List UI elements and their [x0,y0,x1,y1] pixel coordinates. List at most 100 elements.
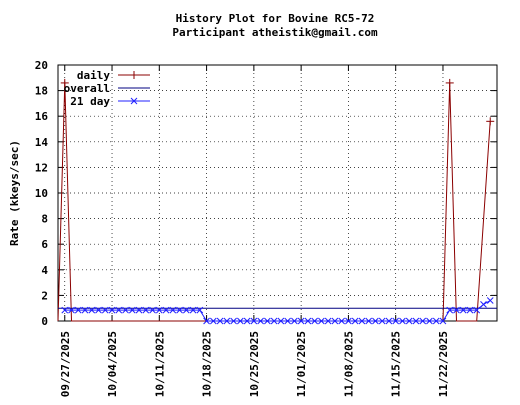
data-point-x [115,306,123,314]
data-point-x [432,317,440,325]
x-tick-label: 11/15/2025 [390,331,403,397]
data-point-x [459,306,467,314]
data-point-plus [486,117,495,126]
data-point-x [128,306,136,314]
data-point-x [372,317,379,325]
data-point-x [203,317,210,325]
data-point-x [81,306,89,314]
data-point-x [189,306,197,314]
chart-title: History Plot for Bovine RC5-72 [176,12,375,25]
data-point-x [358,317,366,325]
data-point-x [392,317,400,325]
data-point-x [176,306,183,314]
data-point-x [257,317,264,325]
series-daily [57,78,495,322]
x-tick-label: 10/18/2025 [201,331,214,397]
data-point-x [311,317,318,325]
series-21-day [61,297,494,325]
data-point-x [196,306,204,314]
data-point-x [149,306,156,314]
data-point-x [95,306,102,314]
data-point-x [61,306,69,314]
y-tick-label: 14 [35,136,49,149]
series-line [57,82,491,322]
legend-label: overall [64,82,110,95]
chart-subtitle: Participant atheistik@gmail.com [172,26,378,39]
data-point-x [162,306,170,314]
y-tick-label: 10 [35,187,48,200]
data-point-x [480,301,487,308]
data-point-x [351,317,359,325]
plot-frame [57,64,498,322]
data-point-x [446,306,454,314]
data-point-x [419,317,427,325]
data-point-x [209,317,217,325]
data-point-x [155,306,163,314]
data-point-x [378,317,386,325]
x-tick-label: 10/25/2025 [248,331,261,397]
data-point-x [108,306,116,314]
data-point-x [365,317,373,325]
data-point-x [338,317,346,325]
y-tick-label: 6 [41,238,48,251]
x-tick-label: 11/08/2025 [342,331,355,397]
series-line [64,300,491,322]
series [57,78,497,325]
data-point-x [101,306,109,314]
data-point-x [412,317,420,325]
data-point-x [250,317,258,325]
data-point-x [230,317,237,325]
data-point-x [142,306,150,314]
legend-label: daily [77,69,110,82]
data-point-x [466,306,474,314]
y-tick-label: 8 [41,213,48,226]
data-point-x [304,317,312,325]
data-point-plus [445,78,454,87]
y-tick-label: 2 [41,289,48,302]
y-tick-label: 18 [35,85,48,98]
data-point-x [264,317,271,325]
legend-label: 21 day [70,95,110,108]
data-point-x [182,306,190,314]
data-point-x [88,306,96,314]
data-point-x [405,317,413,325]
data-point-x [426,317,433,325]
x-tick-label: 09/27/2025 [59,331,72,397]
data-point-x [243,317,251,325]
data-point-x [345,317,352,325]
data-point-plus [60,78,69,87]
data-point-x [331,317,339,325]
data-point-x [385,317,393,325]
data-point-x [169,306,177,314]
data-point-x [284,317,291,325]
data-point-x [270,317,278,325]
data-point-x [237,317,244,325]
y-tick-label: 20 [35,59,48,72]
data-point-x [453,306,460,314]
axes: 0 2 4 6 8 10 12 14 16 18 20 09/27/2025 10/04/2025 10/… [35,59,498,397]
data-point-x [297,317,305,325]
y-tick-label: 0 [41,315,48,328]
data-point-x [122,306,129,314]
data-point-x [74,306,82,314]
data-point-plus [130,71,138,79]
x-tick-label: 10/11/2025 [153,331,166,397]
data-point-x [68,306,75,314]
x-tick-label: 10/04/2025 [106,331,119,397]
y-tick-label: 16 [35,110,49,123]
data-point-x [135,306,143,314]
data-point-x [216,317,224,325]
data-point-x [130,97,138,105]
x-tick-label: 11/22/2025 [437,331,450,397]
y-tick-label: 12 [35,161,48,174]
x-tick-label: 11/01/2025 [295,331,308,397]
data-point-x [473,306,481,314]
data-point-x [223,317,231,325]
grid [58,65,497,321]
data-point-x [318,317,325,325]
data-point-x [439,317,447,325]
data-point-x [291,317,298,325]
